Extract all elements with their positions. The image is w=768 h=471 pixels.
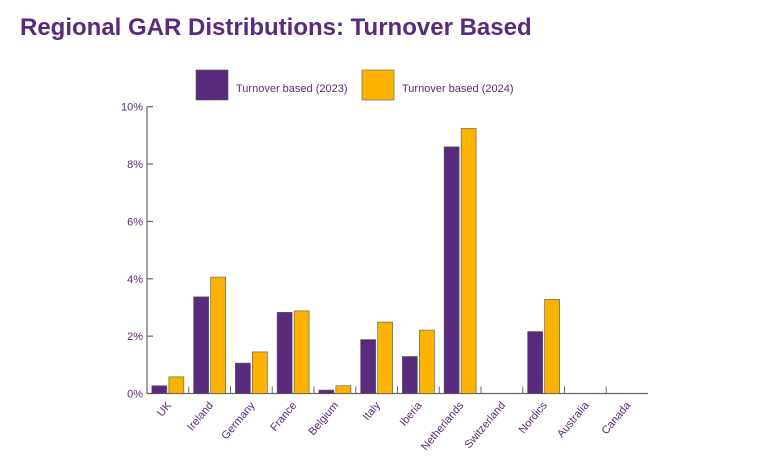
x-tick-label: UK	[155, 399, 174, 419]
bar-2023-nordics	[527, 331, 543, 394]
bar-2024-france	[293, 310, 310, 394]
x-tick-label: Belgium	[306, 400, 341, 438]
bar-2023-belgium	[318, 389, 335, 394]
bar-2024-iberia	[419, 329, 435, 394]
x-tick-label: France	[268, 400, 299, 434]
bar-2023-italy	[360, 339, 376, 394]
bar-2024-germany	[252, 351, 268, 394]
x-tick-label: Nordics	[517, 399, 550, 436]
bar-2024-uk	[168, 376, 185, 394]
legend-swatch-2024	[361, 69, 395, 101]
legend-label: Turnover based (2024)	[402, 83, 514, 95]
bar-2024-nordics	[544, 299, 560, 394]
legend-swatch-2023	[195, 69, 229, 101]
bar-2024-belgium	[335, 385, 352, 394]
x-tick-label: Netherlands	[419, 399, 467, 453]
y-tick-label: 4%	[127, 274, 143, 286]
bar-2023-uk	[151, 385, 168, 394]
bar-2023-france	[276, 312, 293, 394]
chart-title: Regional GAR Distributions: Turnover Bas…	[20, 14, 532, 41]
x-tick-label: Germany	[219, 399, 258, 442]
x-tick-label: Iberia	[398, 399, 425, 428]
legend-label: Turnover based (2023)	[236, 83, 348, 95]
bar-2023-netherlands	[443, 146, 460, 394]
y-tick-label: 6%	[127, 216, 143, 228]
bar-2023-germany	[235, 362, 251, 394]
bar-2023-iberia	[402, 356, 418, 394]
x-tick-label: Canada	[599, 399, 634, 437]
bar-2024-ireland	[210, 276, 226, 394]
bar-2023-ireland	[193, 296, 209, 394]
bar-2024-netherlands	[460, 128, 477, 394]
x-tick-label: Ireland	[185, 400, 216, 433]
bar-2024-italy	[377, 321, 393, 394]
y-tick-label: 10%	[121, 102, 143, 114]
y-tick-label: 8%	[127, 159, 143, 171]
y-tick-label: 0%	[127, 389, 143, 401]
x-tick-label: Italy	[361, 399, 383, 423]
x-tick-label: Australia	[555, 399, 592, 440]
y-tick-label: 2%	[127, 331, 143, 343]
x-tick-label: Switzerland	[462, 400, 508, 451]
